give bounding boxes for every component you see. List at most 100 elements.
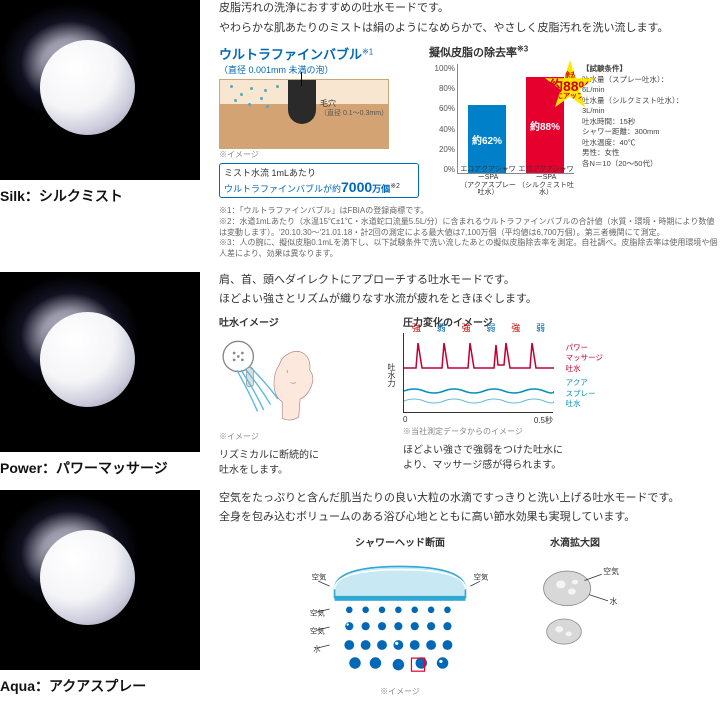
power-col2: 圧力変化のイメージ 強 弱 強 弱 強 弱 吐水力 [403,314,563,476]
power-col1-title: 吐水イメージ [219,314,389,329]
droplet-enlarged: 空気 水 [520,553,630,663]
air-label: 空気 [312,573,327,582]
air-label: 空気 [310,627,325,636]
pore-shape [288,80,316,124]
star-icon: 皮脂除去率が 約88% にアップ [544,60,596,112]
power-right: 肩、首、頭へダイレクトにアプローチする吐水モードです。 ほどよい強さとリズムが織… [215,272,721,478]
aqua-desc1: 空気をたっぷりと含んだ肌当たりの良い大粒の水滴ですっきりと洗い上げる吐水モードで… [219,490,721,507]
pore-size: （直径 0.1～0.3mm） [320,108,388,118]
ufb-callout: ミスト水流 1mLあたり ウルトラファインバブルが約7000万個※2 [219,163,419,198]
power-cap1: リズミカルに断続的に [219,446,389,461]
note: ※3：人の腕に、擬似皮脂0.1mLを滴下し、以下試験条件で洗い流したあとの擬似皮… [219,238,721,260]
cond-line: 6L/min [582,85,683,96]
ufb-title: ウルトラファインバブル [219,47,362,62]
cond-line: 吐水時間：15秒 [582,117,683,128]
air-label: 空気 [310,609,325,618]
bar2-label: エコアクアシャワーSPA（シルクミスト吐水） [516,166,576,197]
power-col2-note: ※当社測定データからのイメージ [403,426,563,437]
air-label: 空気 [474,573,489,582]
chart-box: 擬似皮脂の除去率※3 100% 80% 60% 40% 20% 0% [429,44,721,200]
bar2-l1: エコアクアシャワーSPA [518,166,573,181]
conditions: 【試験条件】 吐水量（スプレー吐水）： 6L/min 吐水量（シルクミスト吐水）… [582,64,683,174]
wx0: 0 [403,415,407,426]
cond-line: シャワー距離：300mm [582,127,683,138]
bar1-l1: エコアクアシャワーSPA [460,166,515,181]
leg1: パワー [566,343,589,352]
ytick: 20% [429,145,455,154]
water-label: 水 [313,645,321,654]
power-desc2: ほどよい強さとリズムが織りなす水流が疲れをときほぐします。 [219,291,721,308]
wave-svg [404,333,554,413]
ufb-img-note: ※イメージ [219,149,419,160]
chart-title: 擬似皮脂の除去率※3 [429,44,721,60]
leg2: アクア [566,378,588,387]
silk-notes: ※1：「ウルトラファインバブル」はFBIAの登録商標です。 ※2：水道1mLあた… [219,206,721,260]
badge: 皮脂除去率が 約88% にアップ [544,60,596,112]
silk-label: Silk：シルクミスト [0,186,205,206]
bar-1: 約62% エコアクアシャワーSPA（アクアスプレー吐水） [468,64,506,173]
callout-mid: ウルトラファインバブルが約 [224,184,341,194]
ufb-sub: （直径 0.001mm 未満の泡） [219,63,419,76]
callout-unit: 万個 [372,184,390,194]
wx1: 0.5秒 [534,415,553,426]
ytick: 60% [429,104,455,113]
leg1b: マッサージ [566,353,603,362]
bar2-val: 約88% [530,118,560,133]
cond-line: 吐水温度：40℃ [582,138,683,149]
power-product-image [0,272,200,452]
cond-hdr: 【試験条件】 [582,64,683,75]
note: ※1：「ウルトラファインバブル」はFBIAの登録商標です。 [219,206,721,217]
ytick: 0% [429,165,455,174]
aqua-product-image [0,490,200,670]
cond-line: 各N＝10（20～50代） [582,159,683,170]
callout-num: 7000 [341,179,372,195]
y-axis: 100% 80% 60% 40% 20% 0% [429,64,455,174]
note: ※2：水道1mLあたり（水温15℃±1℃・水道蛇口流量5.5L/分）に含まれるウ… [219,217,721,239]
bar1-label: エコアクアシャワーSPA（アクアスプレー吐水） [458,166,518,197]
badge-l2: にアップ [556,93,584,100]
cond-line: 吐水量（スプレー吐水）： [582,75,683,86]
power-col2-cap2: より、マッサージ感が得られます。 [403,456,563,471]
silk-desc1: 皮脂汚れの洗浄におすすめの吐水モードです。 [219,0,721,17]
aqua-col1: シャワーヘッド断面 [310,534,490,697]
cond-line: 3L/min [582,106,683,117]
aqua-col1-title: シャワーヘッド断面 [310,534,490,549]
callout-pre: ミスト水流 1mLあたり [224,168,316,178]
leg2b: スプレー [566,389,596,398]
section-aqua: Aqua：アクアスプレー 空気をたっぷりと含んだ肌当たりの良い大粒の水滴ですっき… [0,490,721,697]
bars: 約62% エコアクアシャワーSPA（アクアスプレー吐水） 約88% エコアクアシ… [457,64,574,174]
power-desc1: 肩、首、頭へダイレクトにアプローチする吐水モードです。 [219,272,721,289]
ufb-box: ウルトラファインバブル※1 （直径 0.001mm 未満の泡） 毛穴 （直径 0… [219,44,419,200]
silk-diagram-row: ウルトラファインバブル※1 （直径 0.001mm 未満の泡） 毛穴 （直径 0… [219,44,721,200]
silk-product-image [0,0,200,180]
bubble-dots [226,83,286,111]
aqua-left: Aqua：アクアスプレー [0,490,215,697]
bar-chart: 100% 80% 60% 40% 20% 0% 約62% エコアクアシャワーSP… [429,64,574,174]
power-note1: ※イメージ [219,431,389,442]
aqua-img-note: ※イメージ [310,686,490,697]
power-left: Power：パワーマッサージ [0,272,215,478]
aqua-col2-title: 水滴拡大図 [520,534,630,549]
bar1-val: 約62% [472,132,502,147]
bar1-fill: 約62% [468,105,506,173]
bar1-l2: （アクアスプレー吐水） [460,182,516,197]
ytick: 100% [429,64,455,73]
wave-chart: 強 弱 強 弱 強 弱 吐水力 パワーマッサージ吐水 [403,333,553,413]
power-cap2: 吐水をします。 [219,461,389,476]
wave-xlabels: 0 0.5秒 [403,415,553,426]
badge-pct: 約88% [549,79,591,93]
silk-right: 皮脂汚れの洗浄におすすめの吐水モードです。 やわらかな肌あたりのミストは絹のよう… [215,0,721,260]
svg-text:空気: 空気 [603,566,619,576]
aqua-right: 空気をたっぷりと含んだ肌当たりの良い大粒の水滴ですっきりと洗い上げる吐水モードで… [215,490,721,697]
skin-diagram: 毛穴 （直径 0.1～0.3mm） [219,79,389,149]
silk-desc2: やわらかな肌あたりのミストは絹のようになめらかで、やさしく皮脂汚れを洗い流します… [219,20,721,37]
leg1c: 吐水 [566,364,581,373]
power-col2-cap1: ほどよい強さで強弱をつけた吐水に [403,441,563,456]
power-label: Power：パワーマッサージ [0,458,205,478]
power-diagram: 吐水イメージ ※イメージ リズミカルに断続的に [219,314,721,476]
silk-left: Silk：シルクミスト [0,0,215,260]
shower-head-illustration [219,333,329,428]
aqua-diagram: シャワーヘッド断面 [219,534,721,697]
wave-ylabel: 吐水力 [386,363,397,387]
aqua-label: Aqua：アクアスプレー [0,676,205,696]
